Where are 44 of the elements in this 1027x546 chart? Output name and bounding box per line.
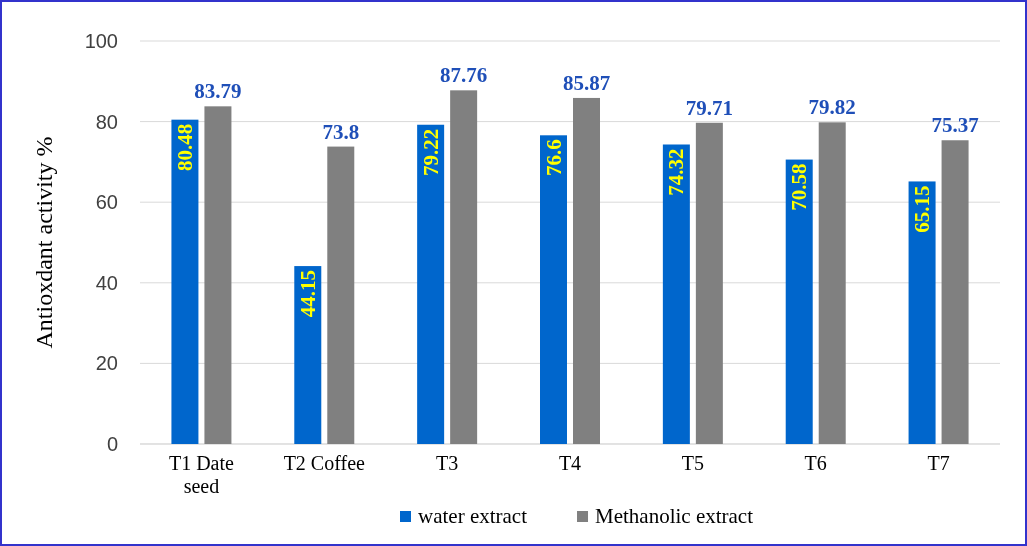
legend-label: water extract	[418, 504, 528, 528]
x-tick-label: T7	[927, 452, 950, 475]
data-label: 79.22	[418, 128, 443, 176]
bar	[695, 122, 723, 444]
data-label: 83.79	[194, 79, 242, 104]
data-label: 79.82	[808, 95, 856, 120]
y-tick-label: 100	[84, 29, 118, 52]
data-label: 73.8	[322, 119, 360, 144]
data-label: 75.37	[931, 113, 979, 138]
y-tick-label: 80	[95, 110, 118, 133]
data-label: 65.15	[910, 185, 935, 233]
data-label: 85.87	[562, 70, 611, 95]
bar	[327, 146, 355, 444]
bar	[204, 106, 232, 444]
bar	[573, 97, 600, 444]
data-label: 74.32	[664, 148, 689, 196]
bar	[785, 159, 813, 444]
y-tick-label: 20	[95, 352, 118, 375]
x-tick-label: T6	[804, 452, 827, 475]
x-tick-label: T4	[558, 452, 582, 475]
bar	[662, 144, 690, 444]
bar	[540, 135, 567, 444]
y-tick-label: 0	[106, 432, 118, 455]
x-tick-label: T1 Date seed	[168, 452, 235, 498]
y-tick-label: 60	[95, 191, 118, 214]
bar	[818, 122, 846, 444]
legend-label: Methanolic extract	[595, 504, 754, 528]
x-tick-label: T3	[436, 452, 459, 475]
bar	[294, 266, 322, 444]
data-label: 87.76	[440, 63, 488, 88]
bar	[417, 124, 445, 444]
y-axis-title: Antioxdant activity %	[31, 136, 57, 349]
data-label: 44.15	[295, 270, 320, 318]
data-label: 70.58	[787, 163, 812, 211]
x-tick-label: T2 Coffee	[283, 452, 366, 475]
bar	[941, 140, 969, 444]
bar	[450, 90, 478, 444]
data-label: 80.48	[172, 123, 197, 171]
data-label: 79.71	[685, 95, 733, 120]
y-tick-label: 40	[95, 271, 118, 294]
data-label: 76.6	[541, 139, 566, 177]
bar	[908, 181, 936, 444]
bar	[171, 119, 199, 444]
x-tick-label: T5	[681, 452, 704, 475]
